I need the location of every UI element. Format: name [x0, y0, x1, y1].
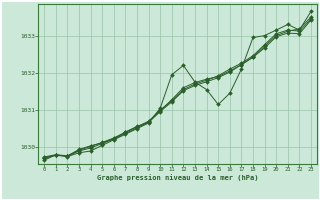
X-axis label: Graphe pression niveau de la mer (hPa): Graphe pression niveau de la mer (hPa): [97, 175, 258, 181]
